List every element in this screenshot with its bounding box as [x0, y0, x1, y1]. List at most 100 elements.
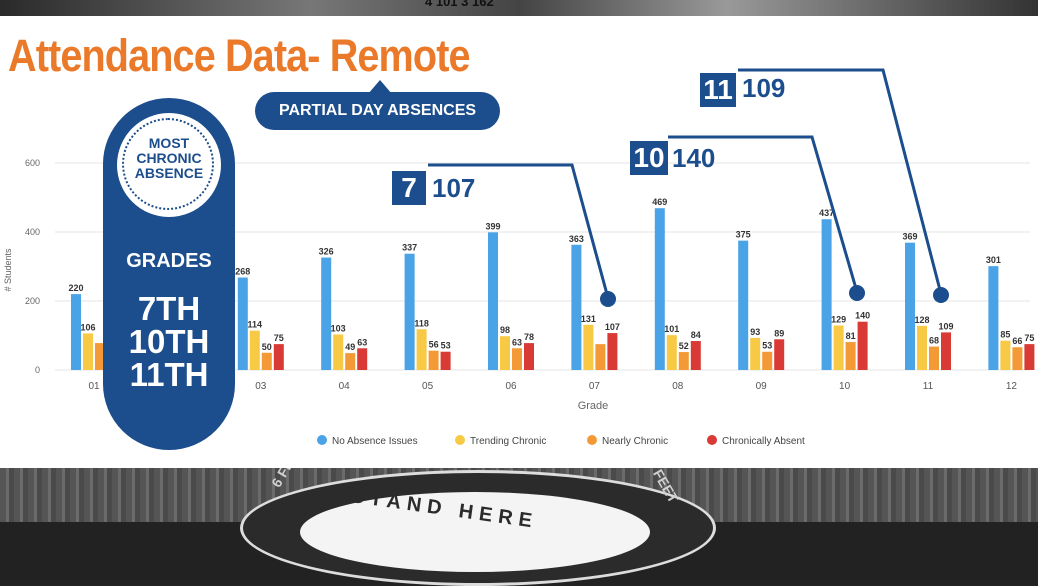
data-label: 469 — [652, 197, 667, 207]
callout-grade-10: 10 — [630, 141, 668, 175]
bar — [428, 350, 439, 370]
bar — [1012, 347, 1023, 370]
x-tick-label: 12 — [1006, 381, 1018, 392]
bar — [583, 324, 594, 370]
bar — [571, 244, 582, 370]
badge-line: CHRONIC — [136, 150, 202, 166]
bar — [261, 352, 272, 370]
data-label: 84 — [691, 330, 701, 340]
callout-value-7: 107 — [432, 173, 476, 203]
callout-line — [668, 135, 859, 293]
callout-grade-11: 11 — [700, 73, 736, 107]
callout-line — [428, 163, 610, 299]
bar — [678, 352, 689, 370]
bar — [845, 342, 856, 370]
legend-label: Nearly Chronic — [602, 436, 668, 447]
data-label: 301 — [986, 255, 1001, 265]
data-label: 337 — [402, 243, 417, 253]
data-label: 268 — [235, 267, 250, 277]
data-label: 114 — [248, 320, 263, 330]
bar — [988, 266, 999, 370]
bar — [607, 333, 618, 370]
data-label: 50 — [262, 342, 272, 352]
badge-text: MOST CHRONIC ABSENCE — [117, 136, 221, 181]
bar — [1024, 344, 1035, 370]
x-tick-label: 11 — [923, 381, 934, 392]
bar — [750, 337, 761, 370]
x-tick-label: 07 — [589, 381, 601, 392]
bar — [333, 334, 344, 370]
bar — [595, 344, 606, 370]
callout-line — [738, 68, 943, 295]
callout-dot — [933, 287, 949, 303]
bar — [273, 344, 284, 370]
subtitle-pointer — [368, 80, 392, 94]
bar — [833, 325, 844, 370]
x-tick-label: 01 — [88, 381, 100, 392]
bar — [690, 341, 701, 370]
bar — [71, 294, 81, 370]
legend-label: Chronically Absent — [722, 436, 805, 447]
x-tick-label: 09 — [756, 381, 768, 392]
bar — [821, 219, 832, 370]
bar — [917, 325, 927, 370]
bar — [83, 333, 93, 370]
data-label: 101 — [664, 324, 679, 334]
bar — [738, 240, 749, 370]
bar — [249, 330, 260, 370]
x-tick-label: 08 — [672, 381, 684, 392]
data-label: 109 — [938, 321, 953, 331]
data-label: 53 — [441, 341, 451, 351]
grade-item: 10TH — [128, 323, 210, 360]
data-label: 49 — [345, 342, 355, 352]
bar — [345, 353, 356, 370]
data-label: 437 — [819, 208, 834, 218]
grade-item: 11TH — [129, 356, 209, 393]
legend-marker — [707, 435, 717, 445]
bar — [488, 232, 498, 370]
data-label: 118 — [414, 318, 429, 328]
callout-grade-7: 7 — [392, 171, 426, 205]
data-label: 63 — [357, 337, 367, 347]
y-tick-label: 200 — [25, 296, 40, 306]
badge-line: MOST — [148, 135, 190, 151]
data-label: 63 — [512, 337, 522, 347]
data-label: 68 — [929, 336, 939, 346]
bar — [512, 348, 522, 370]
legend-label: No Absence Issues — [332, 436, 418, 447]
callout-dot — [600, 291, 616, 307]
page-title: Attendance Data- Remote — [8, 30, 471, 81]
data-label: 363 — [569, 234, 584, 244]
data-label: 93 — [750, 327, 760, 337]
y-tick-label: 0 — [35, 365, 40, 375]
x-tick-label: 10 — [839, 381, 851, 392]
bar — [666, 335, 677, 370]
bar — [762, 351, 773, 370]
data-label: 220 — [68, 283, 83, 293]
x-tick-label: 03 — [255, 381, 267, 392]
data-label: 369 — [902, 232, 917, 242]
data-label: 326 — [319, 247, 334, 257]
legend-marker — [455, 435, 465, 445]
bar — [404, 253, 415, 370]
x-axis-label: Grade — [578, 400, 609, 412]
bar — [774, 339, 785, 370]
y-axis-label: # Students — [3, 248, 13, 292]
data-label: 56 — [429, 340, 439, 350]
legend-marker — [587, 435, 597, 445]
legend-marker — [317, 435, 327, 445]
bar — [237, 277, 248, 370]
data-label: 85 — [1000, 330, 1010, 340]
data-label: 103 — [331, 323, 346, 333]
badge-line: ABSENCE — [134, 165, 204, 181]
data-label: 78 — [524, 332, 534, 342]
bar — [416, 329, 427, 370]
bar — [929, 346, 939, 370]
x-tick-label: 05 — [422, 381, 434, 392]
callout-value-11: 109 — [742, 73, 786, 103]
data-label: 66 — [1012, 336, 1022, 346]
subtitle-badge: PARTIAL DAY ABSENCES — [255, 92, 500, 130]
y-tick-label: 400 — [25, 227, 40, 237]
background-text: 4 101 3 162 — [425, 0, 494, 9]
x-tick-label: 04 — [339, 381, 351, 392]
